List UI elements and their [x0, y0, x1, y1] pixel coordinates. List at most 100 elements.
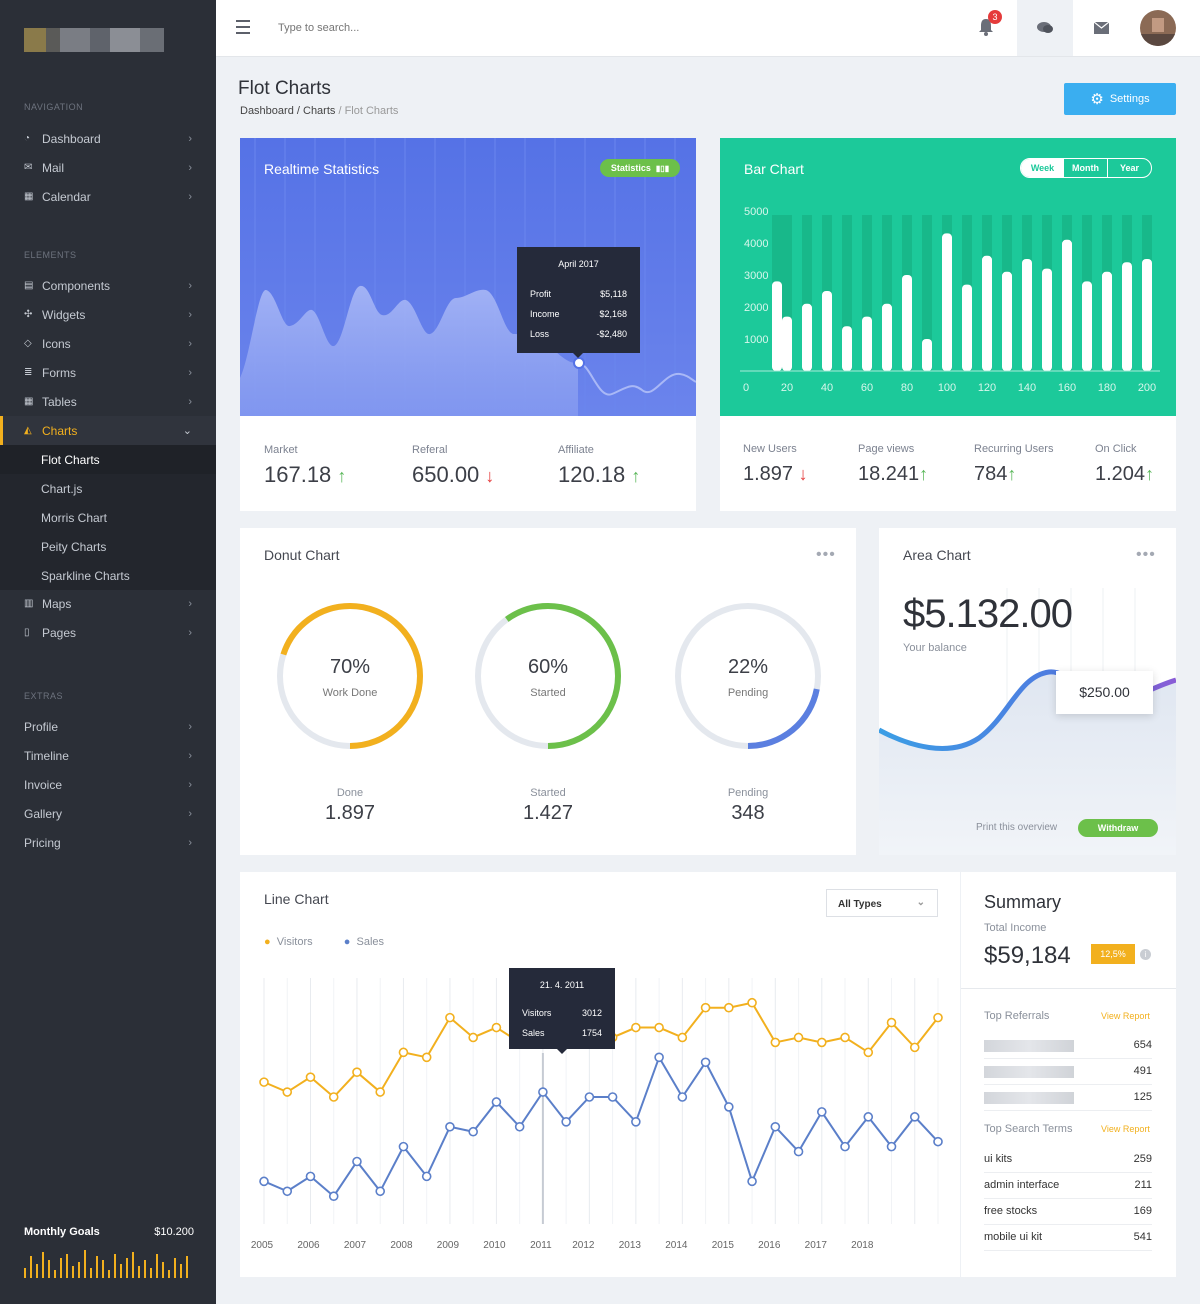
sidebar-item-pages[interactable]: ▯ Pages › — [24, 625, 192, 640]
data-point[interactable] — [770, 1121, 781, 1132]
sidebar-item-pricing[interactable]: Pricing › — [24, 835, 192, 850]
referral-row[interactable]: 491 — [984, 1063, 1152, 1085]
sidebar-item-icons[interactable]: ◇ Icons › — [24, 336, 192, 351]
data-point[interactable] — [816, 1107, 827, 1117]
data-point[interactable] — [747, 997, 757, 1008]
data-point[interactable] — [654, 1022, 664, 1033]
data-point[interactable] — [468, 1032, 478, 1043]
sidebar-item-components[interactable]: ▤ Components › — [24, 278, 192, 293]
data-point[interactable] — [677, 1032, 688, 1043]
referral-row[interactable]: 125 — [984, 1089, 1152, 1111]
search-term-row[interactable]: admin interface 211 — [984, 1177, 1152, 1199]
bar[interactable] — [882, 303, 892, 371]
notification-bell[interactable]: 3 — [978, 10, 1002, 38]
sidebar-item-invoice[interactable]: Invoice › — [24, 777, 192, 792]
data-point[interactable] — [282, 1186, 293, 1197]
data-point[interactable] — [863, 1112, 874, 1122]
data-point[interactable] — [421, 1052, 432, 1063]
data-point[interactable] — [840, 1141, 850, 1152]
print-overview-link[interactable]: Print this overview — [976, 822, 1058, 833]
statistics-badge[interactable]: Statistics ▮▯▮ — [600, 159, 680, 177]
data-point[interactable] — [584, 1092, 595, 1102]
bar[interactable] — [862, 316, 872, 371]
bar[interactable] — [822, 291, 832, 371]
bar[interactable] — [1002, 271, 1012, 371]
search-term-row[interactable]: mobile ui kit 541 — [984, 1229, 1152, 1251]
view-report-link[interactable]: View Report — [1101, 1011, 1150, 1021]
view-report-link[interactable]: View Report — [1101, 1124, 1150, 1134]
search-term-row[interactable]: free stocks 169 — [984, 1203, 1152, 1225]
data-point[interactable] — [770, 1037, 781, 1048]
data-point[interactable] — [654, 1052, 664, 1063]
brand-logo[interactable] — [24, 28, 164, 52]
data-point[interactable] — [863, 1047, 874, 1058]
data-point[interactable] — [700, 1002, 711, 1013]
data-point[interactable] — [468, 1126, 478, 1137]
bar[interactable] — [982, 255, 992, 371]
data-point[interactable] — [933, 1012, 943, 1023]
search-term-row[interactable]: ui kits 259 — [984, 1151, 1152, 1173]
bar[interactable] — [1042, 268, 1052, 371]
data-point[interactable] — [909, 1112, 920, 1122]
data-point[interactable] — [282, 1087, 293, 1097]
data-point[interactable] — [607, 1092, 618, 1102]
sidebar-item-timeline[interactable]: Timeline › — [24, 748, 192, 763]
data-point[interactable] — [886, 1017, 897, 1028]
data-point[interactable] — [816, 1037, 827, 1048]
data-point[interactable] — [305, 1171, 316, 1182]
data-point[interactable] — [491, 1022, 502, 1033]
data-point[interactable] — [421, 1171, 432, 1182]
bar[interactable] — [802, 303, 812, 371]
data-point[interactable] — [793, 1146, 804, 1157]
data-point[interactable] — [445, 1121, 455, 1132]
data-point[interactable] — [375, 1186, 386, 1197]
data-point[interactable] — [445, 1012, 455, 1023]
data-point[interactable] — [724, 1002, 734, 1013]
data-point[interactable] — [561, 1117, 571, 1127]
referral-row[interactable]: 654 — [984, 1037, 1152, 1059]
bar[interactable] — [842, 326, 852, 371]
data-point[interactable] — [328, 1191, 339, 1202]
sidebar-item-calendar[interactable]: ▦ Calendar › — [24, 189, 192, 204]
breadcrumb-dashboard[interactable]: Dashboard — [240, 105, 294, 117]
sidebar-subitem-morris-chart[interactable]: Morris Chart — [0, 503, 216, 532]
sidebar-item-dashboard[interactable]: ◔ Dashboard › — [24, 131, 192, 146]
data-point[interactable] — [933, 1136, 943, 1147]
bar[interactable] — [942, 233, 952, 371]
avatar[interactable] — [1140, 10, 1176, 46]
mail-button[interactable] — [1093, 21, 1110, 39]
sidebar-subitem-flot-charts[interactable]: Flot Charts — [0, 445, 216, 474]
sidebar-item-charts[interactable]: ◭ Charts ⌄ — [0, 416, 216, 445]
tab-week[interactable]: Week — [1021, 159, 1064, 177]
data-point[interactable] — [259, 1176, 269, 1187]
data-point[interactable] — [491, 1097, 502, 1107]
data-point[interactable] — [375, 1087, 386, 1097]
data-point[interactable] — [398, 1141, 409, 1152]
sidebar-item-tables[interactable]: ▦ Tables › — [24, 394, 192, 409]
data-point[interactable] — [305, 1072, 316, 1082]
sidebar-item-maps[interactable]: ▥ Maps › — [24, 596, 192, 611]
bar[interactable] — [1142, 259, 1152, 371]
tab-year[interactable]: Year — [1119, 163, 1140, 173]
sidebar-subitem-chartjs[interactable]: Chart.js — [0, 474, 216, 503]
sidebar-subitem-sparkline-charts[interactable]: Sparkline Charts — [0, 561, 216, 590]
bar[interactable] — [1102, 271, 1112, 371]
more-options-icon[interactable]: ••• — [816, 546, 836, 563]
data-point[interactable] — [514, 1121, 525, 1132]
data-point[interactable] — [398, 1047, 409, 1058]
data-point[interactable] — [631, 1117, 641, 1127]
withdraw-button[interactable]: Withdraw — [1078, 819, 1158, 837]
sidebar-item-forms[interactable]: ≣ Forms › — [24, 365, 192, 380]
sidebar-item-widgets[interactable]: ✣ Widgets › — [24, 307, 192, 322]
settings-button[interactable]: ⚙ Settings — [1064, 83, 1176, 115]
bar[interactable] — [1062, 239, 1072, 371]
tab-month[interactable]: Month — [1064, 159, 1108, 177]
bar[interactable] — [782, 316, 792, 371]
data-point[interactable] — [259, 1077, 269, 1087]
bar[interactable] — [1022, 259, 1032, 371]
sidebar-item-gallery[interactable]: Gallery › — [24, 806, 192, 821]
type-select[interactable]: All Types ⌄ — [826, 889, 938, 917]
data-point[interactable] — [328, 1092, 339, 1102]
data-point[interactable] — [909, 1042, 920, 1053]
data-point[interactable] — [352, 1067, 362, 1077]
